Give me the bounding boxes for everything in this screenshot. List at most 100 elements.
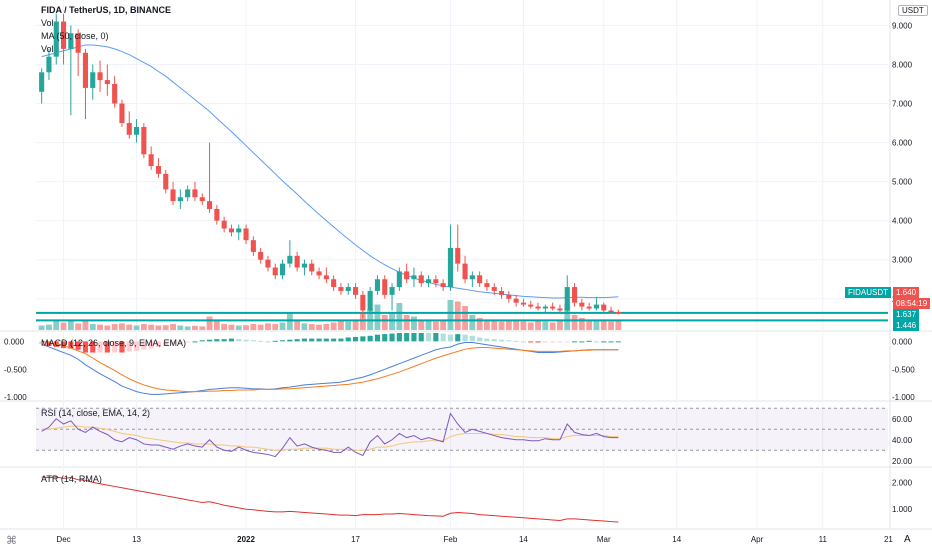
candle-body: [455, 248, 461, 264]
macd-histogram-bar: [484, 338, 490, 342]
macd-histogram-bar: [68, 341, 74, 349]
candle-body: [352, 287, 359, 295]
candle-body: [506, 294, 512, 299]
macd-tick-label: 0.000: [892, 337, 913, 346]
rsi-ma-line: [41, 425, 619, 451]
macd-histogram-bar: [382, 334, 388, 342]
volume-bar: [476, 318, 483, 330]
macd-histogram-bar: [316, 338, 322, 342]
volume-bar: [316, 324, 322, 330]
candle-body: [477, 275, 483, 284]
volume-bar: [82, 321, 89, 330]
candle-body: [163, 173, 169, 190]
volume-bar: [257, 324, 264, 330]
volume-bar: [454, 301, 461, 330]
macd-histogram-bar: [294, 339, 300, 342]
volume-bar: [89, 324, 96, 330]
time-axis-label: 17: [351, 535, 360, 544]
macd-histogram-bar: [309, 338, 315, 342]
candle-body: [542, 306, 548, 309]
macd-histogram-bar: [163, 341, 169, 346]
candle-body: [579, 302, 585, 307]
candle-body: [119, 103, 125, 124]
macd-histogram-bar: [557, 341, 563, 343]
macd-histogram-bar: [46, 341, 52, 346]
macd-histogram-bar: [287, 339, 293, 342]
macd-histogram-bar: [221, 339, 227, 342]
macd-histogram-bar: [425, 333, 432, 342]
macd-histogram-bar: [39, 341, 45, 345]
volume-bar: [177, 325, 184, 330]
macd-histogram-bar: [192, 341, 198, 343]
vol-legend: Vol: [41, 18, 54, 28]
macd-histogram-bar: [338, 338, 344, 342]
candle-body: [557, 308, 563, 311]
candle-body: [360, 294, 366, 311]
candle-body: [608, 310, 614, 313]
macd-histogram-bar: [367, 335, 373, 342]
time-axis-label: 2022: [237, 535, 255, 544]
macd-histogram-bar: [571, 341, 578, 343]
volume-bar: [53, 321, 60, 330]
volume-bar: [549, 322, 556, 330]
volume-bar: [250, 324, 257, 330]
macd-histogram-bar: [440, 333, 446, 342]
candle-body: [294, 255, 300, 268]
macd-histogram-bar: [593, 341, 600, 343]
macd-histogram-bar: [345, 337, 351, 342]
macd-left-tick-label: -1.000: [4, 393, 27, 402]
candle-body: [265, 259, 271, 268]
volume-bar: [389, 313, 395, 330]
auto-scale-icon[interactable]: A: [904, 534, 911, 545]
candle-body: [97, 72, 103, 81]
volume-bar: [418, 319, 425, 330]
macd-histogram-bar: [206, 339, 213, 342]
time-axis-label: 14: [519, 535, 528, 544]
macd-histogram-bar: [60, 341, 67, 349]
price-tick-label: 5.000: [892, 178, 913, 187]
volume-bar: [235, 325, 242, 330]
candle-body: [323, 275, 329, 280]
macd-histogram-bar: [126, 341, 132, 352]
macd-histogram-bar: [112, 341, 118, 353]
ma-legend: MA (50, close, 0): [41, 31, 109, 41]
volume-bar: [505, 319, 512, 330]
macd-histogram-bar: [133, 341, 140, 351]
candle-body: [382, 279, 388, 295]
volume-bar: [345, 321, 352, 330]
candle-body: [535, 306, 541, 309]
macd-histogram-bar: [155, 341, 162, 347]
macd-histogram-bar: [491, 339, 497, 342]
macd-histogram-bar: [601, 341, 607, 343]
macd-signal-line: [41, 340, 619, 393]
volume-bar: [484, 319, 490, 330]
volume-bar: [206, 316, 213, 330]
macd-histogram-bar: [550, 341, 556, 343]
candle-body: [250, 240, 256, 252]
candle-body: [528, 304, 534, 307]
macd-histogram-bar: [615, 341, 621, 343]
volume-bar: [243, 325, 249, 330]
candle-body: [396, 271, 402, 288]
volume-bar: [46, 324, 52, 330]
candle-body: [411, 275, 417, 280]
candle-body: [331, 279, 337, 288]
macd-histogram-bar: [520, 341, 527, 343]
volume-bar: [593, 319, 600, 330]
macd-histogram-bar: [477, 337, 483, 342]
macd-histogram-bar: [141, 341, 147, 350]
candle-body: [564, 287, 570, 311]
volume-bar: [571, 315, 578, 330]
macd-histogram-bar: [579, 341, 585, 343]
macd-histogram-bar: [608, 341, 614, 343]
volume-bar: [265, 323, 271, 330]
candle-body: [601, 304, 607, 311]
volume-bar: [498, 321, 505, 330]
currency-badge[interactable]: USDT: [898, 5, 928, 16]
candle-body: [615, 312, 621, 314]
macd-histogram-bar: [418, 333, 424, 342]
volume-bar: [330, 322, 337, 330]
macd-tick-label: -0.500: [892, 365, 915, 374]
volume-bar: [425, 321, 432, 330]
